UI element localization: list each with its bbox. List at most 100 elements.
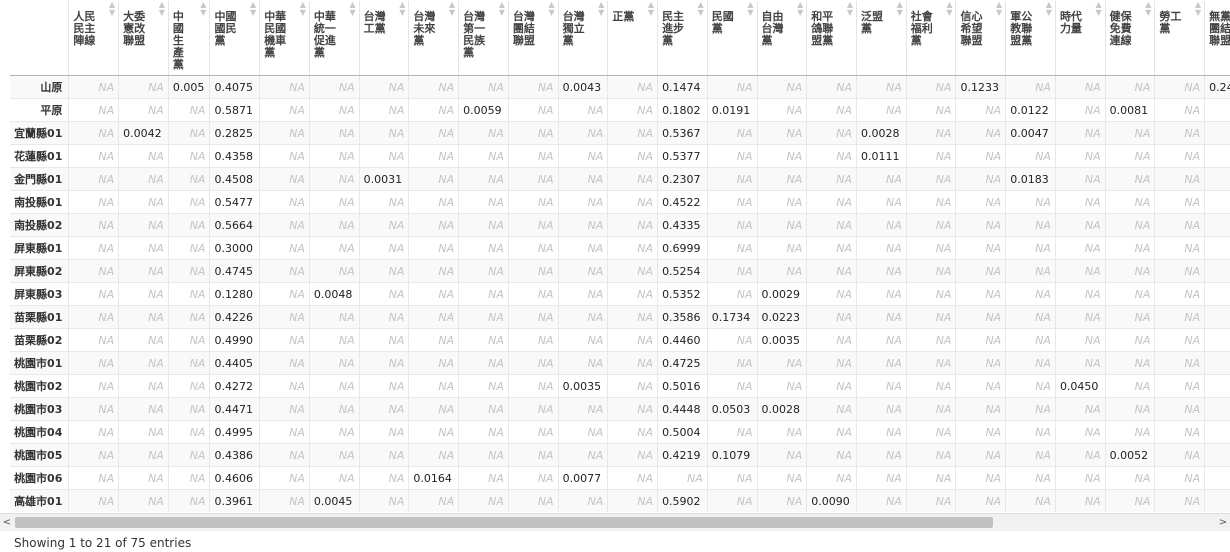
na-cell: NA — [1055, 75, 1106, 99]
value-cell: 0.0029 — [757, 282, 808, 306]
sort-arrows-icon[interactable]: ▲ ▼ — [200, 0, 207, 17]
sort-arrows-icon[interactable]: ▲ ▼ — [697, 0, 704, 17]
sort-arrows-icon[interactable]: ▲ ▼ — [250, 0, 257, 17]
value-cell: 0.4522 — [657, 190, 708, 214]
na-cell: NA — [408, 121, 460, 145]
column-header[interactable]: 中華 統一 促進 黨 ▲ ▼ — [309, 0, 360, 76]
value-cell: 0.4358 — [209, 144, 261, 168]
na-cell: NA — [558, 121, 609, 145]
na-cell: NA — [707, 190, 758, 214]
column-header[interactable]: 正黨 ▲ ▼ — [607, 0, 659, 76]
sort-arrows-icon[interactable]: ▲ ▼ — [158, 0, 165, 17]
na-cell: NA — [856, 443, 907, 467]
sort-arrows-icon[interactable]: ▲ ▼ — [797, 0, 804, 17]
na-cell: NA — [955, 420, 1007, 444]
value-cell: 0.5352 — [657, 282, 708, 306]
na-cell: NA — [1005, 466, 1056, 490]
row-name-cell: 屏東縣03 — [10, 282, 70, 306]
column-header[interactable]: 中華 民國 機車 黨 ▲ ▼ — [259, 0, 310, 76]
column-header[interactable]: 中國 國民 黨 ▲ ▼ — [209, 0, 261, 76]
column-header[interactable]: 泛盟 黨 ▲ ▼ — [856, 0, 907, 76]
sort-arrows-icon[interactable]: ▲ ▼ — [598, 0, 605, 17]
value-cell: 0.0028 — [856, 121, 907, 145]
column-header[interactable]: 軍公 教聯 盟黨 ▲ ▼ — [1005, 0, 1056, 76]
horizontal-scrollbar[interactable]: < > — [0, 513, 1230, 531]
sort-arrows-icon[interactable]: ▲ ▼ — [1145, 0, 1152, 17]
na-cell: NA — [906, 420, 957, 444]
column-header[interactable]: 台灣 未來 黨 ▲ ▼ — [408, 0, 460, 76]
na-cell: NA — [408, 420, 460, 444]
column-header[interactable]: 社會 福利 黨 ▲ ▼ — [906, 0, 957, 76]
column-header[interactable]: 台灣 第一 民族 黨 ▲ ▼ — [458, 0, 509, 76]
column-header-rownames[interactable] — [10, 1, 70, 76]
value-cell: 0.0042 — [118, 121, 169, 145]
value-cell: 0.0223 — [757, 305, 808, 329]
na-cell: NA — [1154, 213, 1206, 237]
column-header[interactable]: 中 國 生 產 黨 ▲ ▼ — [168, 0, 211, 76]
na-cell: NA — [806, 443, 857, 467]
sort-arrows-icon[interactable]: ▲ ▼ — [498, 0, 505, 17]
column-header[interactable]: 民國 黨 ▲ ▼ — [707, 0, 758, 76]
scroll-left-arrow-icon[interactable]: < — [2, 517, 12, 528]
na-cell: NA — [558, 144, 609, 168]
na-cell: NA — [955, 167, 1007, 191]
column-header[interactable]: 和平 鴿聯 盟黨 ▲ ▼ — [806, 0, 857, 76]
column-header[interactable]: 台灣 獨立 黨 ▲ ▼ — [558, 0, 609, 76]
table-row: 桃園市04 NA NA NA 0.4995 NA NA NA NA NA NA NA NA 0.5004 N… — [10, 420, 1230, 444]
na-cell: NA — [707, 259, 758, 283]
column-header[interactable]: 台灣 團結 聯盟 ▲ ▼ — [508, 0, 559, 76]
na-cell: NA — [68, 328, 120, 352]
sort-arrows-icon[interactable]: ▲ ▼ — [448, 0, 456, 17]
na-cell: NA — [1154, 443, 1206, 467]
sort-arrows-icon[interactable]: ▲ ▼ — [349, 0, 356, 17]
na-cell: NA — [309, 397, 360, 421]
sort-arrows-icon[interactable]: ▲ ▼ — [946, 0, 953, 17]
sort-arrows-icon[interactable]: ▲ ▼ — [896, 0, 903, 17]
scroll-right-arrow-icon[interactable]: > — [1218, 517, 1228, 528]
table-row: 高雄市01 NA NA NA 0.3961 NA 0.0045 NA NA NA NA NA NA 0.5… — [10, 489, 1230, 512]
column-header[interactable]: 勞工 黨 ▲ ▼ — [1154, 0, 1206, 76]
na-cell: NA — [508, 282, 559, 306]
column-header[interactable]: 大委 憲改 聯盟 ▲ ▼ — [118, 0, 169, 76]
na-cell: NA — [508, 489, 559, 512]
table-row: 桃園市06 NA NA NA 0.4606 NA NA NA 0.0164 NA NA 0.0077 N… — [10, 466, 1230, 490]
na-cell: NA — [1005, 489, 1056, 512]
na-cell: NA — [309, 466, 360, 490]
sort-arrows-icon[interactable]: ▲ ▼ — [1045, 0, 1052, 17]
sort-arrows-icon[interactable]: ▲ ▼ — [647, 0, 655, 17]
column-header[interactable]: 民主 進步 黨 ▲ ▼ — [657, 0, 708, 76]
column-header[interactable]: 台灣 工黨 ▲ ▼ — [359, 0, 410, 76]
sort-arrows-icon[interactable]: ▲ ▼ — [299, 0, 306, 17]
scrollbar-thumb[interactable] — [15, 517, 993, 528]
na-cell: NA — [408, 98, 460, 122]
sort-arrows-icon[interactable]: ▲ ▼ — [108, 0, 116, 17]
na-cell: NA — [1204, 167, 1230, 191]
column-header[interactable]: 信心 希望 聯盟 ▲ ▼ — [955, 0, 1007, 76]
na-cell: NA — [408, 282, 460, 306]
sort-arrows-icon[interactable]: ▲ ▼ — [996, 0, 1003, 17]
column-header[interactable]: 無黨 團結 聯盟▲▼ — [1204, 1, 1230, 76]
na-cell: NA — [408, 190, 460, 214]
na-cell: NA — [707, 489, 758, 512]
column-header[interactable]: 自由 台灣 黨 ▲ ▼ — [757, 0, 808, 76]
na-cell: NA — [68, 466, 120, 490]
na-cell: NA — [757, 144, 808, 168]
value-cell: 0.1802 — [657, 98, 708, 122]
sort-arrows-icon[interactable]: ▲ ▼ — [548, 0, 555, 17]
sort-arrows-icon[interactable]: ▲ ▼ — [399, 0, 406, 17]
sort-arrows-icon[interactable]: ▲ ▼ — [846, 0, 853, 17]
na-cell: NA — [118, 420, 169, 444]
table-row: 桃園市03 NA NA NA 0.4471 NA NA NA NA NA NA NA NA 0.4448 0… — [10, 397, 1230, 421]
na-cell: NA — [458, 351, 509, 375]
na-cell: NA — [1055, 167, 1106, 191]
sort-arrows-icon[interactable]: ▲ ▼ — [1095, 0, 1102, 17]
column-header[interactable]: 人民 民主 陣線 ▲ ▼ — [68, 0, 120, 76]
sort-arrows-icon[interactable]: ▲ ▼ — [1194, 0, 1202, 17]
column-header[interactable]: 時代 力量 ▲ ▼ — [1055, 0, 1106, 76]
value-cell: 0.5902 — [657, 489, 708, 512]
sort-arrows-icon[interactable]: ▲ ▼ — [747, 0, 754, 17]
na-cell: NA — [1105, 305, 1156, 329]
na-cell: NA — [955, 374, 1007, 398]
na-cell: NA — [955, 305, 1007, 329]
column-header[interactable]: 健保 免費 連線 ▲ ▼ — [1105, 0, 1156, 76]
